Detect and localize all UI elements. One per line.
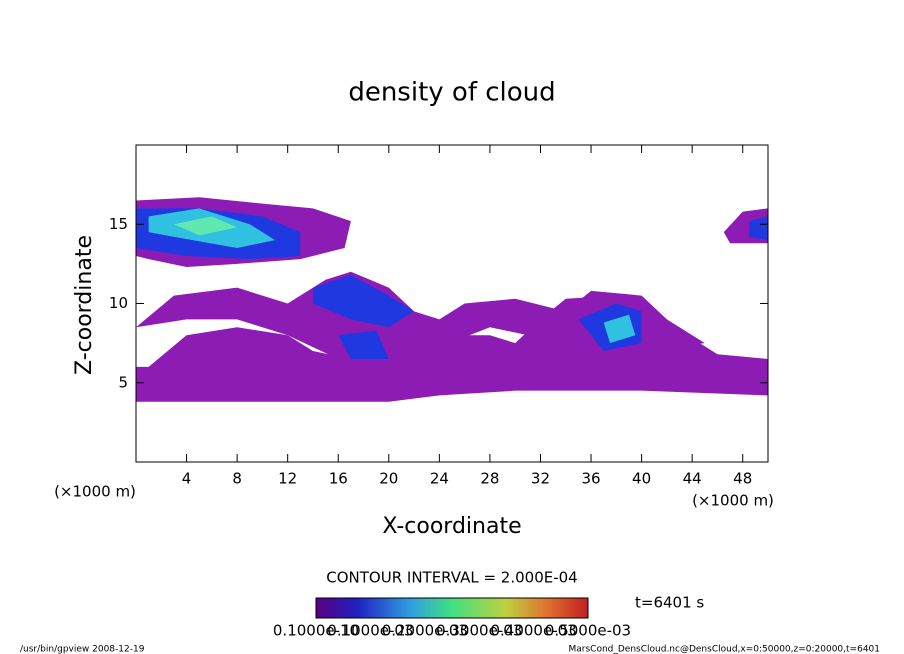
y-tick-label: 5: [118, 373, 128, 391]
y-tick-label: 10: [109, 294, 128, 312]
contour-region: [312, 274, 415, 328]
x-tick-label: 40: [632, 470, 651, 488]
chart-title: density of cloud: [348, 78, 555, 108]
colorbar-label: 0.2000e-03: [382, 622, 468, 640]
x-unit: (×1000 m): [692, 492, 774, 510]
x-tick-label: 8: [232, 470, 242, 488]
contour-region: [749, 216, 768, 241]
x-axis-label: X-coordinate: [382, 514, 521, 539]
contour-region: [173, 216, 238, 236]
x-tick-label: 28: [480, 470, 499, 488]
x-tick-label: 12: [278, 470, 297, 488]
colorbar-label: 0.3000e-03: [436, 622, 522, 640]
x-tick-label: 44: [683, 470, 702, 488]
colorbar: [315, 597, 589, 619]
x-tick-label: 4: [182, 470, 192, 488]
colorbar-label: 0.4000e-03: [490, 622, 576, 640]
y-tick-label: 15: [109, 215, 128, 233]
y-unit: (×1000 m): [54, 483, 136, 501]
contour-region: [136, 271, 705, 367]
contour-region: [338, 330, 389, 359]
footer-right: MarsCond_DensCloud.nc@DensCloud,x=0:5000…: [569, 645, 881, 654]
x-tick-label: 24: [430, 470, 449, 488]
x-tick-label: 36: [581, 470, 600, 488]
x-tick-label: 48: [733, 470, 752, 488]
x-tick-label: 32: [531, 470, 550, 488]
contour-region: [603, 314, 636, 344]
plot-area: [136, 197, 768, 402]
x-tick-label: 16: [329, 470, 348, 488]
time-label: t=6401 s: [635, 594, 704, 612]
y-axis-label: Z-coordinate: [72, 235, 97, 375]
contour-interval: CONTOUR INTERVAL = 2.000E-04: [326, 569, 577, 587]
footer-left: /usr/bin/gpview 2008-12-19: [20, 645, 145, 654]
x-tick-label: 20: [379, 470, 398, 488]
colorbar-label: 0.1000e-10: [273, 622, 359, 640]
colorbar-label: 0.1000e-03: [327, 622, 413, 640]
colorbar-label: 0.5000e-03: [545, 622, 631, 640]
